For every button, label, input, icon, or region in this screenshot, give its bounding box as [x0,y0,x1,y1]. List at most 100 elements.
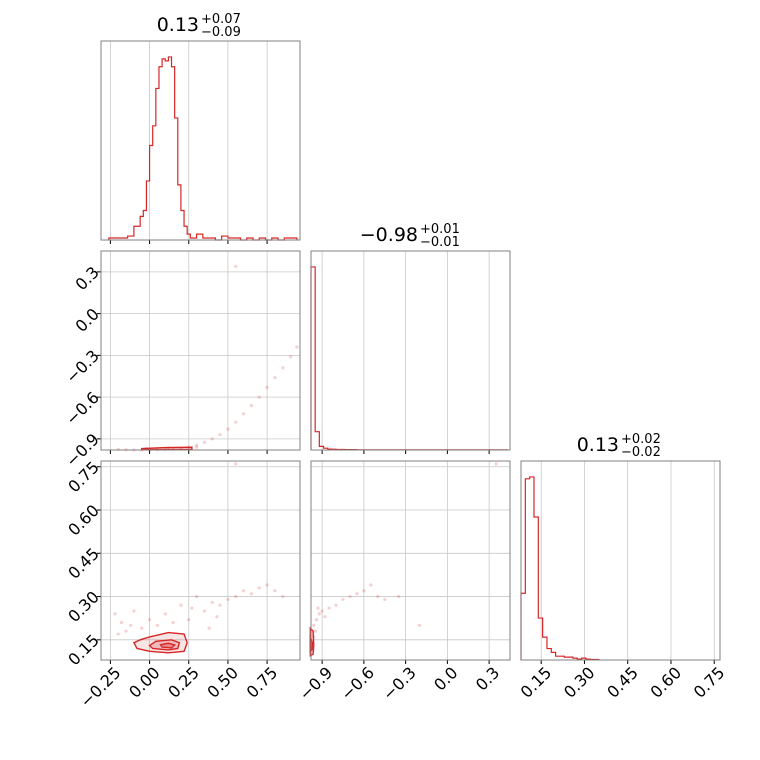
x-tick-label-1-2: −0.3 [379,663,420,704]
sample-point-r2-c1-9 [362,589,366,593]
sample-point-r1-c0-21 [281,366,285,370]
sample-point-r2-c0-1 [119,620,123,625]
sample-point-r2-c1-8 [355,592,359,596]
sample-point-r2-c1-12 [383,597,387,602]
x-tick-label-1-3: 0.0 [430,663,461,694]
title-1-plus: +0.01 [420,222,460,237]
sample-point-r2-c0-3 [129,623,133,627]
sample-point-r1-c0-13 [218,433,222,437]
sample-point-r2-c0-5 [140,626,144,630]
sample-point-r2-c1-19 [323,615,327,619]
sample-point-r2-c1-11 [376,594,380,599]
sample-point-r1-c0-20 [273,376,277,380]
panel-r0-c0 [100,40,301,244]
sample-point-r2-c1-3 [320,609,324,613]
title-0-value: 0.13 [157,14,199,36]
frame-r2-c2 [520,460,721,661]
sample-point-r2-c0-21 [265,583,269,587]
density-contour-r2-c0-0 [132,631,188,654]
x-tick-label-1-0: −0.9 [295,663,336,704]
sample-point-r2-c0-6 [147,618,152,622]
sample-point-r1-c0-15 [234,420,238,424]
sample-point-r2-c0-4 [132,609,136,613]
y-tick-label-1-2: −0.3 [62,346,103,387]
title-0: 0.13 +0.07 −0.09 [157,12,241,40]
x-tick-label-0-0: −0.25 [76,663,124,711]
y-tick-label-1-3: 0.0 [71,304,102,335]
sample-point-r2-c1-0 [312,623,316,627]
sample-point-r2-c0-10 [179,603,183,607]
sample-point-r2-c0-13 [202,609,207,613]
sample-point-r2-c1-13 [397,594,401,599]
sample-point-r2-c0-19 [249,592,254,596]
x-tick-label-2-1: 0.30 [560,663,599,702]
sample-point-r2-c1-7 [348,594,352,599]
panel-r1-c0 [97,250,301,454]
sample-point-r1-c0-23 [295,345,299,349]
sample-point-r2-c0-23 [281,594,285,599]
title-1-minus: −0.01 [420,235,460,250]
density-contour-r2-c0-2 [159,642,177,649]
sample-point-r1-c0-17 [249,403,254,408]
title-1: −0.98 +0.01 −0.01 [360,222,460,250]
sample-point-r2-c0-15 [218,603,222,607]
sample-point-r2-c0-8 [163,612,167,616]
sample-point-r2-c0-9 [171,620,175,625]
histogram-1 [310,266,508,451]
frame-r1-c0 [100,250,301,451]
x-tick-label-2-2: 0.45 [603,663,642,702]
sample-point-r1-c0-24 [234,264,238,268]
sample-point-r1-c0-25 [194,445,199,449]
sample-point-r2-c1-17 [316,606,320,610]
sample-point-r2-c1-5 [334,603,338,607]
sample-point-r2-c1-1 [314,618,319,622]
sample-point-r2-c1-4 [327,606,331,610]
x-tick-label-1-4: 0.3 [472,663,503,694]
title-1-value: −0.98 [360,224,418,246]
sample-point-r1-c0-19 [265,385,269,389]
sample-point-r1-c0-14 [226,427,230,431]
title-2-value: 0.13 [577,434,619,456]
x-tick-label-2-3: 0.60 [646,663,685,702]
sample-point-r2-c0-2 [124,629,128,633]
histogram-2 [520,476,600,661]
x-tick-label-0-1: 0.00 [125,663,164,702]
panel-r2-c2 [520,460,721,664]
x-tick-label-0-3: 0.50 [203,663,242,702]
title-2: 0.13 +0.02 −0.02 [577,432,661,460]
title-0-plus: +0.07 [201,12,241,27]
sample-point-r2-c0-17 [234,594,238,599]
sample-point-r2-c1-10 [369,583,373,587]
sample-point-r2-c0-12 [194,594,199,599]
sample-point-r2-c0-0 [113,612,117,616]
sample-point-r2-c1-18 [494,462,498,466]
panel-r2-c0 [97,460,301,664]
sample-point-r1-c0-16 [241,412,246,416]
panels: −0.25 0.00 0.25 0.50 0.75 −0.9 −0.6 −0.3 0.0 0.3 0… [62,40,728,711]
sample-point-r2-c0-24 [234,462,238,466]
sample-point-r2-c0-16 [226,597,230,602]
sample-point-r1-c0-18 [257,395,261,399]
sample-point-r2-c1-6 [341,597,345,602]
frame-r2-c0 [100,460,301,661]
x-tick-label-0-2: 0.25 [164,663,203,702]
panel-r2-c1 [309,460,511,664]
sample-point-r2-c0-22 [273,589,277,593]
sample-point-r2-c0-7 [155,623,160,627]
x-tick-label-2-0: 0.15 [517,663,556,702]
frame-r0-c0 [100,40,301,241]
sample-point-r2-c0-11 [187,618,191,622]
x-tick-label-0-4: 0.75 [243,663,282,702]
sample-point-r2-c0-26 [207,626,211,630]
title-2-plus: +0.02 [621,432,661,447]
sample-point-r1-c0-22 [288,355,293,359]
y-tick-label-2-3: 0.60 [64,501,103,540]
sample-point-r2-c1-14 [417,623,422,627]
sample-point-r2-c1-2 [317,612,321,616]
title-0-minus: −0.09 [201,25,241,40]
sample-point-r2-c0-25 [116,632,120,636]
sample-point-r1-c0-11 [202,440,207,444]
sample-point-r2-c0-20 [257,586,261,590]
y-tick-label-2-2: 0.45 [64,544,103,583]
